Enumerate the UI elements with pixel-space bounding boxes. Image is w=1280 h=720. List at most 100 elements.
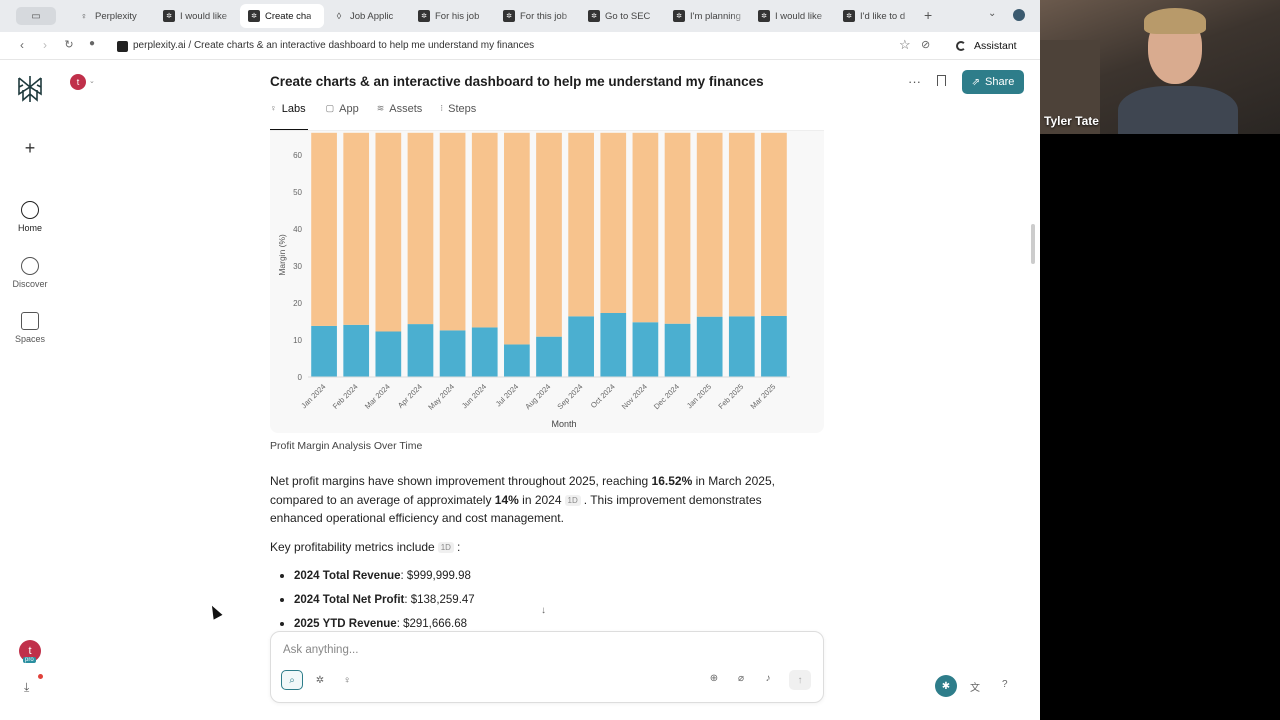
- link-icon[interactable]: ⊘: [921, 39, 931, 51]
- x-tick-label: Oct 2024: [589, 382, 617, 410]
- help-icon[interactable]: ?: [1002, 679, 1008, 690]
- browser-tab[interactable]: ✲ I would like: [155, 4, 239, 28]
- mouse-cursor: [207, 603, 223, 620]
- browser-profile-icon[interactable]: [1013, 9, 1025, 21]
- bar-profit-margin: [343, 324, 370, 377]
- browser-tab[interactable]: ✲ I would like: [750, 4, 834, 28]
- x-tick-label: Jul 2024: [494, 382, 520, 408]
- bar-remainder: [439, 132, 466, 331]
- forward-button[interactable]: ›: [43, 38, 47, 52]
- browser-tab[interactable]: ✲ For his job: [410, 4, 494, 28]
- bar-profit-margin: [728, 316, 755, 377]
- chevron-down-icon[interactable]: ⌄: [988, 8, 997, 19]
- more-options-button[interactable]: ···: [908, 74, 921, 89]
- answer-text: . This improvement demonstrates enhanced…: [270, 492, 762, 526]
- browser-window: ▭ ♀ Perplexity ✲ I would like ✲ Create cha ◊ Jo…: [0, 0, 1040, 720]
- notification-dot: [38, 674, 43, 679]
- tab-label: Labs: [281, 103, 306, 115]
- microphone-icon[interactable]: ♪: [765, 673, 771, 684]
- settings-icon[interactable]: ✱: [935, 675, 957, 697]
- y-tick-label: 60: [293, 151, 302, 160]
- bar-profit-margin: [568, 316, 594, 377]
- x-tick-label: Mar 2025: [749, 382, 778, 411]
- x-tick-label: Nov 2024: [620, 382, 649, 411]
- microphone-icon[interactable]: ●: [88, 38, 96, 49]
- sidebar-toggle-button[interactable]: ▭: [16, 7, 56, 25]
- tab-fade: [561, 4, 579, 28]
- browser-tab[interactable]: ✲ I'd like to d: [835, 4, 919, 28]
- reload-button[interactable]: ↻: [64, 39, 74, 51]
- bar-profit-margin: [536, 336, 562, 377]
- bookmark-icon: ◊: [336, 11, 342, 21]
- browser-tab[interactable]: ✲ Create cha: [240, 4, 324, 28]
- x-tick-label: Jan 2024: [299, 382, 327, 410]
- x-tick-label: Jun 2024: [460, 382, 488, 410]
- tab-steps[interactable]: ⁝ Steps: [440, 103, 476, 131]
- tab-fade: [306, 4, 324, 28]
- scrollbar[interactable]: [1031, 224, 1035, 264]
- tab-fade: [136, 4, 154, 28]
- perplexity-icon: ✲: [248, 10, 260, 22]
- citation-badge[interactable]: 1D: [437, 542, 454, 553]
- sidebar-item-home[interactable]: Home: [0, 201, 60, 233]
- bar-remainder: [471, 132, 498, 328]
- url-text[interactable]: perplexity.ai / Create charts & an inter…: [133, 40, 535, 51]
- sidebar-item-discover[interactable]: Discover: [0, 257, 60, 289]
- perplexity-icon: ✲: [673, 10, 685, 22]
- download-icon[interactable]: ⤓: [24, 680, 30, 694]
- browser-tab-label: Job Applic: [350, 10, 394, 22]
- search-mode-button[interactable]: ⌕: [281, 670, 303, 690]
- browser-tab[interactable]: ✲ For this job: [495, 4, 579, 28]
- tab-label: Steps: [448, 103, 477, 115]
- citation-badge[interactable]: 1D: [564, 494, 581, 506]
- x-tick-label: Apr 2024: [396, 382, 424, 410]
- new-tab-button[interactable]: +: [924, 7, 933, 23]
- app-icon: ▢: [325, 103, 335, 113]
- browser-tab[interactable]: ♀ Perplexity: [70, 4, 154, 28]
- bar-remainder: [761, 132, 787, 316]
- back-button[interactable]: ‹: [20, 38, 24, 52]
- bar-profit-margin: [407, 324, 434, 377]
- assistant-button[interactable]: Assistant: [956, 38, 1017, 54]
- perplexity-icon: ✲: [843, 10, 855, 22]
- new-thread-button[interactable]: +: [24, 138, 36, 158]
- chart-caption: Profit Margin Analysis Over Time: [270, 440, 423, 452]
- attach-icon[interactable]: ⌀: [737, 673, 745, 684]
- globe-icon[interactable]: ⊕: [709, 673, 719, 684]
- perplexity-icon: ✲: [503, 10, 515, 22]
- sidebar-item-spaces[interactable]: Spaces: [0, 312, 60, 344]
- bookmark-icon[interactable]: [937, 75, 946, 86]
- y-tick-label: 20: [293, 299, 302, 308]
- submit-button[interactable]: ↑: [789, 670, 811, 690]
- translate-icon[interactable]: 文: [970, 683, 980, 694]
- user-avatar[interactable]: t: [19, 640, 41, 662]
- chevron-down-icon[interactable]: ⌄: [89, 78, 95, 85]
- research-mode-button[interactable]: ✲: [315, 674, 325, 686]
- star-icon[interactable]: ☆: [899, 37, 911, 52]
- account-avatar[interactable]: t: [70, 74, 86, 90]
- x-axis-label: Month: [551, 419, 576, 429]
- bulb-icon: ♀: [270, 103, 277, 113]
- ask-input[interactable]: [283, 641, 783, 659]
- tab-labs[interactable]: ♀ Labs: [270, 103, 308, 131]
- browser-tab[interactable]: ✲ Go to SEC: [580, 4, 664, 28]
- share-button[interactable]: ⇗ Share: [962, 70, 1024, 94]
- thread-tabs: ♀ Labs ▢ App ≋ Assets ⁝ Steps: [270, 103, 494, 131]
- browser-tab[interactable]: ✲ I'm planning: [665, 4, 749, 28]
- browser-tab[interactable]: ◊ Job Applic: [325, 4, 409, 28]
- bar-remainder: [343, 132, 370, 325]
- labs-mode-button[interactable]: ♀: [343, 674, 351, 686]
- metric-label: 2025 YTD Revenue: [294, 618, 397, 630]
- list-item: 2024 Total Revenue: $999,999.98: [278, 564, 475, 588]
- tab-app[interactable]: ▢ App: [326, 103, 359, 131]
- bar-remainder: [664, 132, 691, 324]
- bar-remainder: [407, 132, 434, 325]
- scroll-down-arrow-icon[interactable]: ↓: [541, 605, 546, 616]
- tab-fade: [221, 4, 239, 28]
- perplexity-logo-icon[interactable]: [15, 74, 45, 104]
- y-axis-label: Margin (%): [277, 234, 287, 276]
- list-item: 2024 Total Net Profit: $138,259.47: [278, 588, 475, 612]
- lightbulb-icon: ♀: [80, 11, 88, 21]
- tab-assets[interactable]: ≋ Assets: [377, 103, 423, 131]
